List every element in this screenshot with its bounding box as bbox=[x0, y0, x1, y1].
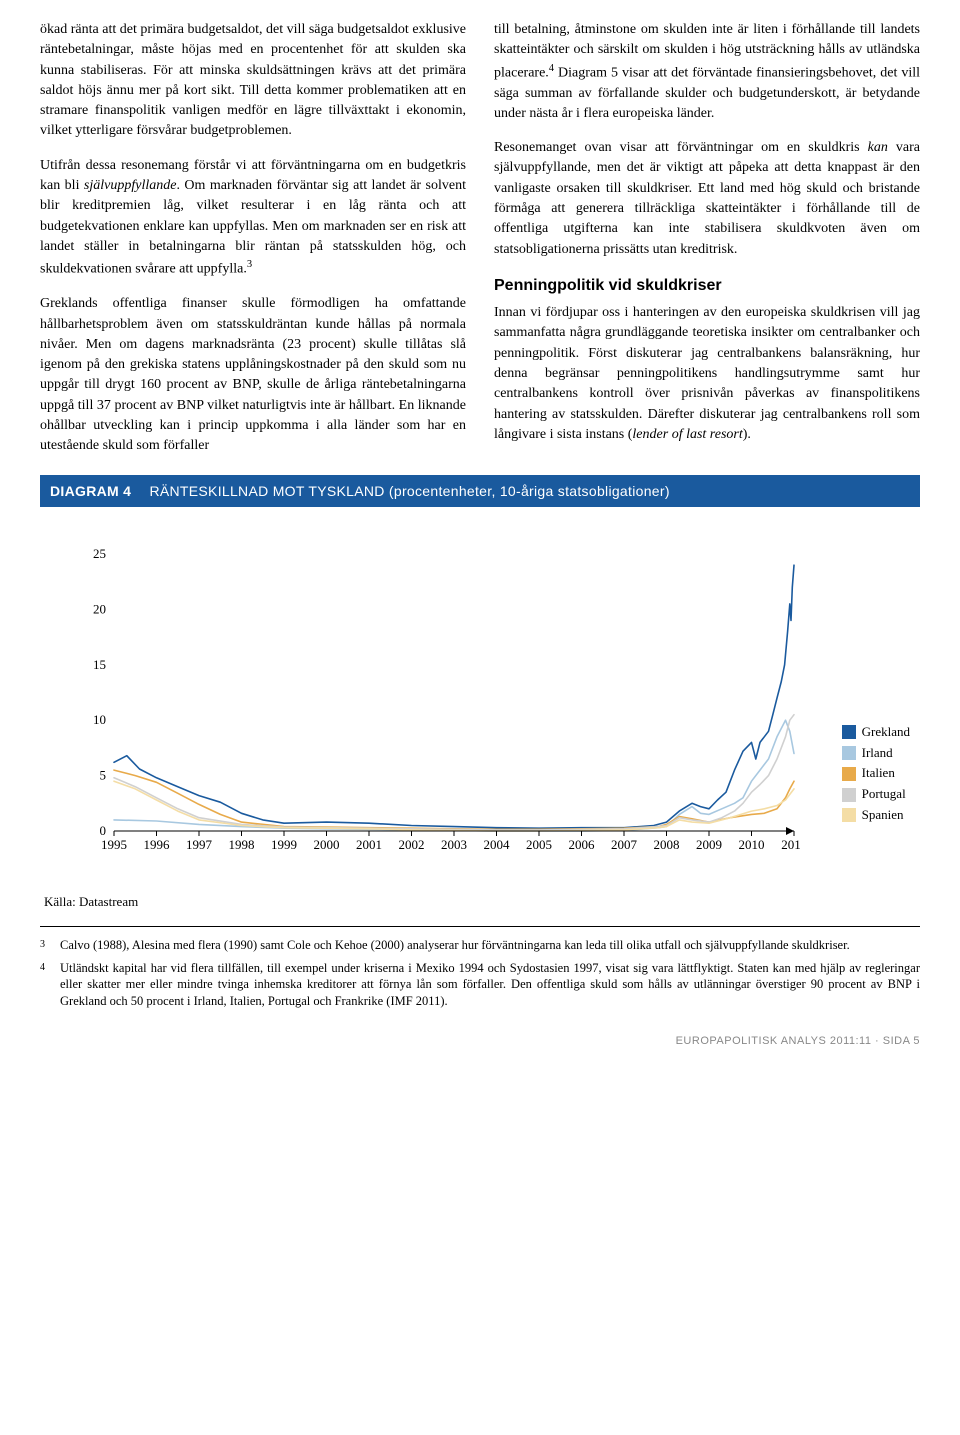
legend-label: Portugal bbox=[862, 785, 906, 804]
svg-text:2006: 2006 bbox=[569, 837, 596, 852]
svg-text:15: 15 bbox=[93, 657, 106, 672]
footnotes: 3 Calvo (1988), Alesina med flera (1990)… bbox=[40, 937, 920, 1011]
legend-swatch bbox=[842, 788, 856, 802]
svg-text:10: 10 bbox=[93, 712, 106, 727]
line-chart: 0 5 10 15 20 25 1995 1996 1997 1998 1999 2000 2001 20… bbox=[80, 537, 800, 857]
paragraph: till betalning, åtminstone om skulden in… bbox=[494, 20, 920, 124]
chart-area: 0 5 10 15 20 25 1995 1996 1997 1998 1999 2000 2001 20… bbox=[40, 507, 920, 887]
svg-text:2010: 2010 bbox=[739, 837, 765, 852]
text: Resonemanget ovan visar att förväntninga… bbox=[494, 140, 868, 155]
footnote-number: 3 bbox=[40, 937, 50, 954]
chart-source: Källa: Datastream bbox=[44, 893, 920, 912]
svg-text:2005: 2005 bbox=[526, 837, 552, 852]
svg-text:1997: 1997 bbox=[186, 837, 213, 852]
footnote: 3 Calvo (1988), Alesina med flera (1990)… bbox=[40, 937, 920, 954]
chart-block: DIAGRAM 4 RÄNTESKILLNAD MOT TYSKLAND (pr… bbox=[40, 475, 920, 912]
footnote-ref: 3 bbox=[247, 259, 252, 270]
page-footer: EUROPAPOLITISK ANALYS 2011:11 · SIDA 5 bbox=[40, 1034, 920, 1066]
text: Diagram 5 visar att det förväntade finan… bbox=[494, 65, 920, 121]
svg-text:2004: 2004 bbox=[484, 837, 511, 852]
footnote-text: Utländskt kapital har vid flera tillfäll… bbox=[60, 960, 920, 1011]
svg-text:2002: 2002 bbox=[399, 837, 425, 852]
two-column-body: ökad ränta att det primära budgetsaldot,… bbox=[40, 20, 920, 457]
legend-item: Irland bbox=[842, 744, 910, 763]
legend-swatch bbox=[842, 808, 856, 822]
chart-legend: Grekland Irland Italien Portugal Spanien bbox=[842, 723, 910, 827]
svg-text:2001: 2001 bbox=[356, 837, 382, 852]
svg-text:1995: 1995 bbox=[101, 837, 127, 852]
chart-title-bar: DIAGRAM 4 RÄNTESKILLNAD MOT TYSKLAND (pr… bbox=[40, 475, 920, 507]
legend-item: Spanien bbox=[842, 806, 910, 825]
legend-label: Italien bbox=[862, 764, 895, 783]
text: ). bbox=[743, 427, 751, 442]
footnote-text: Calvo (1988), Alesina med flera (1990) s… bbox=[60, 937, 850, 954]
section-heading: Penningpolitik vid skuldkriser bbox=[494, 274, 920, 297]
legend-swatch bbox=[842, 767, 856, 781]
italic-text: lender of last resort bbox=[632, 427, 742, 442]
svg-text:25: 25 bbox=[93, 546, 106, 561]
chart-label: DIAGRAM 4 bbox=[50, 483, 131, 499]
svg-text:20: 20 bbox=[93, 601, 106, 616]
right-column: till betalning, åtminstone om skulden in… bbox=[494, 20, 920, 457]
italic-text: kan bbox=[868, 140, 888, 155]
legend-label: Irland bbox=[862, 744, 893, 763]
svg-text:2009: 2009 bbox=[696, 837, 722, 852]
italic-text: självuppfyllande bbox=[84, 178, 177, 193]
svg-text:2008: 2008 bbox=[654, 837, 680, 852]
paragraph: Utifrån dessa resonemang förstår vi att … bbox=[40, 156, 466, 280]
svg-text:1999: 1999 bbox=[271, 837, 297, 852]
legend-item: Grekland bbox=[842, 723, 910, 742]
paragraph: ökad ränta att det primära budgetsaldot,… bbox=[40, 20, 466, 142]
svg-text:2003: 2003 bbox=[441, 837, 467, 852]
svg-text:1998: 1998 bbox=[229, 837, 255, 852]
text: Innan vi fördjupar oss i hanteringen av … bbox=[494, 305, 920, 442]
paragraph: Greklands offentliga finanser skulle för… bbox=[40, 294, 466, 456]
paragraph: Resonemanget ovan visar att förväntninga… bbox=[494, 138, 920, 260]
legend-item: Portugal bbox=[842, 785, 910, 804]
legend-label: Grekland bbox=[862, 723, 910, 742]
svg-text:0: 0 bbox=[100, 823, 107, 838]
svg-text:2011: 2011 bbox=[781, 837, 800, 852]
left-column: ökad ränta att det primära budgetsaldot,… bbox=[40, 20, 466, 457]
legend-swatch bbox=[842, 746, 856, 760]
chart-title: RÄNTESKILLNAD MOT TYSKLAND (procentenhet… bbox=[149, 483, 669, 499]
footnote-number: 4 bbox=[40, 960, 50, 1011]
footnote: 4 Utländskt kapital har vid flera tillfä… bbox=[40, 960, 920, 1011]
svg-text:2000: 2000 bbox=[314, 837, 340, 852]
footnote-separator bbox=[40, 926, 920, 927]
legend-swatch bbox=[842, 725, 856, 739]
svg-text:5: 5 bbox=[100, 768, 107, 783]
svg-text:1996: 1996 bbox=[144, 837, 171, 852]
svg-text:2007: 2007 bbox=[611, 837, 638, 852]
text: vara självuppfyllande, men det är viktig… bbox=[494, 140, 920, 256]
legend-label: Spanien bbox=[862, 806, 904, 825]
paragraph: Innan vi fördjupar oss i hanteringen av … bbox=[494, 303, 920, 445]
legend-item: Italien bbox=[842, 764, 910, 783]
